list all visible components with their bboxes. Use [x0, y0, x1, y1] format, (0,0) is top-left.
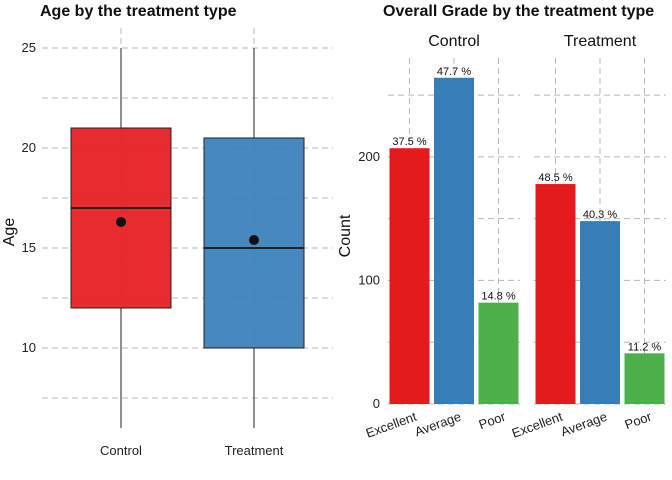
barchart-y-tick-label: 100 [358, 272, 380, 287]
boxplot-y-tick-label: 15 [22, 240, 36, 255]
barchart-y-tick-label: 0 [373, 396, 380, 411]
barchart-data-label: 14.8 % [481, 291, 515, 303]
barchart-data-label: 37.5 % [392, 136, 426, 148]
barchart-x-tick-label: Average [559, 409, 609, 440]
barchart-data-label: 11.2 % [628, 341, 662, 353]
barchart-x-tick-label: Poor [477, 408, 509, 432]
barchart-x-tick-label: Poor [623, 408, 655, 432]
barchart-bar [434, 77, 474, 405]
barchart-bar [478, 302, 519, 404]
barchart-marks: 37.5 % 47.7 % 14.8 % 48.5 % 40.3 % 11.2 % [389, 66, 665, 405]
boxplot-y-tick-label: 10 [22, 340, 36, 355]
barchart-y-axis-title: Count [337, 214, 354, 257]
barchart-bar [580, 221, 620, 404]
boxplot-y-tick-label: 25 [22, 40, 36, 55]
barchart-y-ticks: 0 100 200 [358, 149, 380, 411]
barchart-facet-strips: Control Treatment [428, 33, 637, 50]
barchart-data-label: 47.7 % [437, 66, 471, 78]
boxplot-mean-point [116, 217, 126, 227]
age-boxplot-chart: Age by the treatment type Age 10 15 20 25 C… [1, 3, 333, 458]
boxplot-mean-point [249, 235, 259, 245]
boxplot-y-ticks: 10 15 20 25 [22, 40, 36, 355]
boxplot-y-axis-title: Age [1, 218, 18, 247]
barchart-bar [624, 353, 665, 404]
barchart-y-tick-label: 200 [358, 149, 380, 164]
barchart-x-tick-label: Excellent [364, 409, 419, 441]
boxplot-y-tick-label: 20 [22, 140, 36, 155]
barchart-bar [535, 184, 576, 404]
boxplot-x-tick-label: Treatment [225, 443, 284, 458]
barchart-data-label: 40.3 % [583, 209, 617, 221]
grade-bar-chart: Overall Grade by the treatment type Coun… [337, 3, 666, 441]
barchart-bar [389, 148, 430, 404]
boxplot-marks [70, 48, 305, 428]
barchart-facet-label: Control [428, 33, 480, 50]
barchart-x-tick-label: Average [413, 409, 463, 440]
boxplot-x-ticks: Control Treatment [100, 443, 284, 458]
barchart-data-label: 48.5 % [538, 172, 572, 184]
boxplot-x-tick-label: Control [100, 443, 142, 458]
barchart-facet-label: Treatment [564, 33, 637, 50]
barchart-title: Overall Grade by the treatment type [383, 3, 654, 20]
boxplot-title: Age by the treatment type [40, 3, 237, 20]
barchart-x-tick-label: Excellent [510, 409, 565, 441]
barchart-grid [388, 58, 666, 405]
